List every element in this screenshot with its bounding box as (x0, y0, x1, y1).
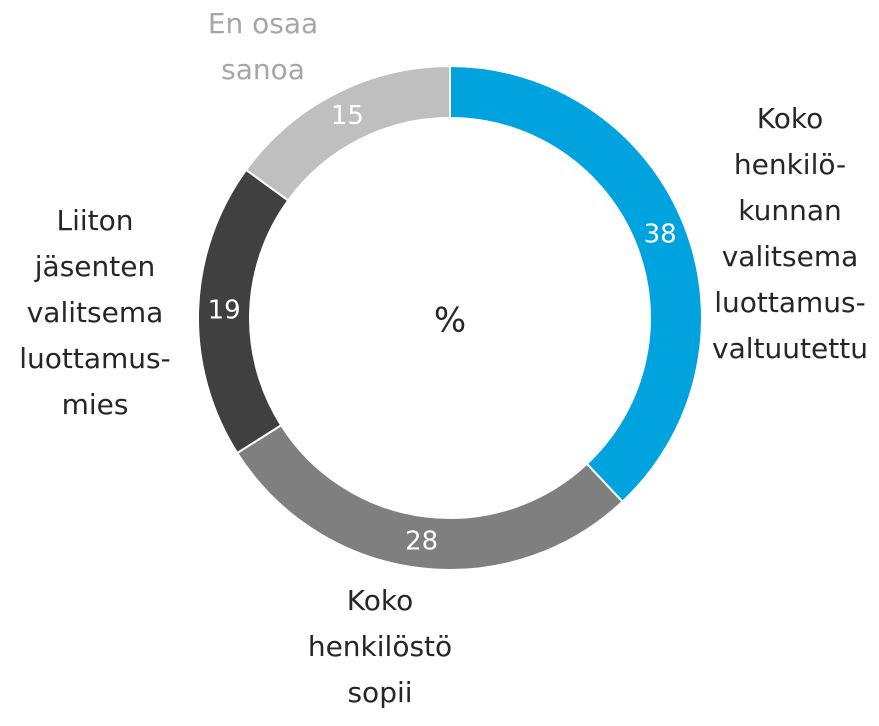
category-label: valtuutettu (712, 332, 868, 365)
value-label: 28 (405, 527, 438, 557)
category-label: sanoa (221, 53, 305, 86)
category-label: jäsenten (34, 250, 155, 283)
center-label: % (434, 301, 466, 341)
category-label: luottamus- (19, 342, 170, 375)
value-label: 15 (331, 101, 364, 131)
category-label: luottamus- (714, 286, 865, 319)
category-label: henkilöstö (308, 630, 452, 663)
category-label: En osaa (208, 7, 318, 40)
category-label: Koko (757, 102, 823, 135)
category-label: valitsema (27, 296, 164, 329)
donut-segment (449, 64, 703, 504)
category-label: kunnan (738, 194, 842, 227)
category-label: henkilö- (734, 148, 846, 181)
category-label: yhdessä (322, 722, 438, 726)
category-label: mies (62, 388, 129, 421)
category-label: sopii (347, 676, 412, 709)
category-label: valitsema (722, 240, 859, 273)
value-label: 38 (644, 219, 677, 249)
category-label: Koko (347, 584, 413, 617)
donut-segment (244, 64, 451, 202)
category-label: Liiton (56, 204, 133, 237)
value-label: 19 (208, 295, 241, 325)
